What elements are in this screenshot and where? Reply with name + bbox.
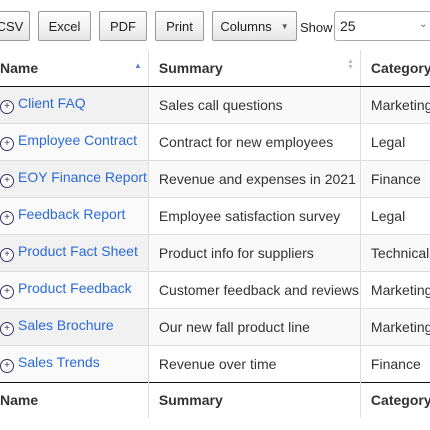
- print-button[interactable]: Print: [155, 11, 204, 41]
- expand-row-icon[interactable]: +: [0, 285, 14, 299]
- column-footer-category: Category: [359, 381, 430, 418]
- document-link[interactable]: Feedback Report: [18, 206, 126, 222]
- document-link[interactable]: Product Fact Sheet: [18, 243, 138, 259]
- sort-both-icon: ▲ ▼: [346, 58, 354, 71]
- header-row: Name ▲ Summary ▲ ▼ Category: [0, 50, 430, 87]
- cell-name: + Product Fact Sheet: [0, 233, 149, 271]
- show-label: Show: [300, 20, 333, 35]
- expand-row-icon[interactable]: +: [0, 359, 14, 373]
- columns-button[interactable]: Columns ▼: [212, 11, 297, 41]
- cell-name: + EOY Finance Report: [0, 159, 149, 197]
- table-row: + Employee Contract Contract for new emplo…: [0, 122, 430, 160]
- cell-summary: Revenue over time: [147, 344, 361, 382]
- column-header-label: Summary: [158, 59, 223, 76]
- cell-name: + Sales Brochure: [0, 307, 149, 345]
- page-length-select[interactable]: 25 ⌄: [334, 11, 430, 41]
- excel-button[interactable]: Excel: [38, 11, 91, 41]
- chevron-down-icon: ⌄: [419, 19, 428, 30]
- column-header-label: Name: [0, 59, 39, 76]
- cell-category: Marketing: [359, 307, 430, 345]
- cell-summary: Revenue and expenses in 2021: [147, 159, 361, 197]
- document-link[interactable]: Sales Brochure: [18, 317, 114, 333]
- cell-summary: Our new fall product line: [147, 307, 361, 345]
- expand-row-icon[interactable]: +: [0, 248, 14, 262]
- csv-button[interactable]: CSV: [0, 11, 30, 41]
- documents-table: Name ▲ Summary ▲ ▼ Category + Client FAQ Sa…: [0, 50, 430, 418]
- cell-category: Legal: [359, 122, 430, 160]
- cell-category: Marketing: [359, 270, 430, 308]
- cell-name: + Product Feedback: [0, 270, 149, 308]
- table-row: + EOY Finance Report Revenue and expenses …: [0, 159, 430, 197]
- cell-name: + Feedback Report: [0, 196, 149, 234]
- expand-row-icon[interactable]: +: [0, 100, 14, 114]
- pdf-button[interactable]: PDF: [99, 11, 147, 41]
- document-link[interactable]: EOY Finance Report: [18, 169, 147, 185]
- expand-row-icon[interactable]: +: [0, 137, 14, 151]
- column-footer-name: Name: [0, 381, 149, 418]
- document-link[interactable]: Sales Trends: [18, 354, 100, 370]
- expand-row-icon[interactable]: +: [0, 211, 14, 225]
- cell-category: Marketing: [359, 86, 430, 123]
- cell-summary: Employee satisfaction survey: [147, 196, 361, 234]
- cell-category: Finance: [359, 344, 430, 382]
- table-row: + Sales Brochure Our new fall product line…: [0, 307, 430, 345]
- column-footer-summary: Summary: [147, 381, 361, 418]
- table-row: + Client FAQ Sales call questions Marketing: [0, 86, 430, 123]
- table-row: + Feedback Report Employee satisfaction su…: [0, 196, 430, 234]
- caret-down-icon: ▼: [280, 21, 289, 31]
- cell-name: + Employee Contract: [0, 122, 149, 160]
- cell-summary: Product info for suppliers: [147, 233, 361, 271]
- footer-row: Name Summary Category: [0, 381, 430, 418]
- toolbar: CSV Excel PDF Print Columns ▼ Show 25 ⌄: [0, 0, 430, 50]
- document-link[interactable]: Client FAQ: [18, 95, 86, 111]
- column-header-name[interactable]: Name ▲: [0, 50, 149, 87]
- column-header-label: Category: [370, 59, 430, 76]
- cell-summary: Contract for new employees: [147, 122, 361, 160]
- column-header-category[interactable]: Category: [359, 50, 430, 87]
- sort-ascending-icon: ▲: [134, 61, 142, 70]
- cell-category: Legal: [359, 196, 430, 234]
- table-row: + Product Feedback Customer feedback and r…: [0, 270, 430, 308]
- document-link[interactable]: Product Feedback: [18, 280, 132, 296]
- table-row: + Product Fact Sheet Product info for supp…: [0, 233, 430, 271]
- columns-button-label: Columns: [220, 18, 272, 34]
- cell-summary: Sales call questions: [147, 86, 361, 123]
- expand-row-icon[interactable]: +: [0, 322, 14, 336]
- expand-row-icon[interactable]: +: [0, 174, 14, 188]
- cell-summary: Customer feedback and reviews: [147, 270, 361, 308]
- cell-category: Finance: [359, 159, 430, 197]
- cell-name: + Sales Trends: [0, 344, 149, 382]
- cell-category: Technical: [359, 233, 430, 271]
- document-link[interactable]: Employee Contract: [18, 132, 138, 148]
- cell-name: + Client FAQ: [0, 86, 149, 123]
- column-header-summary[interactable]: Summary ▲ ▼: [147, 50, 361, 87]
- page-length-value: 25: [340, 18, 356, 34]
- table-row: + Sales Trends Revenue over time Finance: [0, 344, 430, 382]
